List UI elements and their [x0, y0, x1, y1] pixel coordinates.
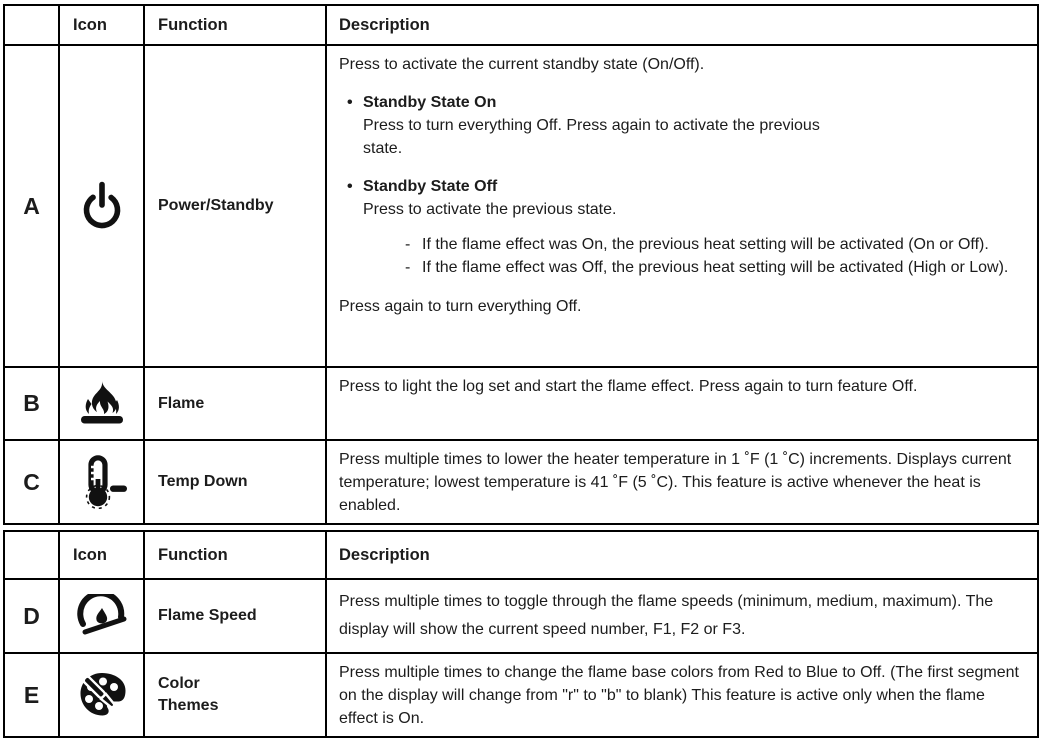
- row-d-letter: D: [3, 578, 60, 654]
- row-d-function: Flame Speed: [143, 578, 327, 654]
- row-a-function: Power/Standby: [143, 44, 327, 368]
- header-letter-cell: [3, 4, 60, 46]
- header-icon: Icon: [58, 4, 145, 46]
- row-c-description: Press multiple times to lower the heater…: [325, 439, 1039, 525]
- dash-marker: -: [405, 259, 411, 276]
- functions-table-top: Icon Function Description A Power/Standb…: [3, 4, 1039, 525]
- table-header-row-2: Icon Function Description: [3, 530, 1039, 580]
- table-row-b: B Flame Press to light the log set and s…: [3, 366, 1039, 441]
- row-a-bullet-standby-on: • Standby State On Press to turn everyth…: [347, 91, 1025, 160]
- row-b-description: Press to light the log set and start the…: [325, 366, 1039, 441]
- row-e-function: Color Themes: [143, 652, 327, 738]
- table-row-e: E Color Themes Press multiple times to c…: [3, 652, 1039, 738]
- row-a-bullet2-title: Standby State Off: [363, 178, 498, 195]
- table-header-row: Icon Function Description: [3, 4, 1039, 46]
- header-letter-cell: [3, 530, 60, 580]
- color-themes-icon: [80, 673, 125, 716]
- header-function: Function: [143, 4, 327, 46]
- row-c-function: Temp Down: [143, 439, 327, 525]
- row-c-letter: C: [3, 439, 60, 525]
- row-b-letter: B: [3, 366, 60, 441]
- row-e-icon-cell: [58, 652, 145, 738]
- table-row-c: C Temp Down Press multiple times to lowe…: [3, 439, 1039, 525]
- row-c-icon-cell: [58, 439, 145, 525]
- row-a-bullet1-title: Standby State On: [363, 94, 497, 111]
- functions-table-bottom: Icon Function Description D Flame Speed …: [3, 530, 1039, 738]
- row-a-bullet-standby-off: • Standby State Off Press to activate th…: [347, 175, 1025, 279]
- bullet-dot: •: [347, 94, 353, 111]
- row-a-sub2-text: If the flame effect was Off, the previou…: [422, 259, 1009, 276]
- table-row-d: D Flame Speed Press multiple times to to…: [3, 578, 1039, 654]
- row-a-subitem-1: - If the flame effect was On, the previo…: [405, 233, 1008, 256]
- power-icon: [83, 181, 120, 229]
- row-a-icon-cell: [58, 44, 145, 368]
- bullet-dot: •: [347, 178, 353, 195]
- row-d-icon-cell: [58, 578, 145, 654]
- header-function: Function: [143, 530, 327, 580]
- row-a-desc-intro: Press to activate the current standby st…: [339, 56, 705, 73]
- row-a-description: Press to activate the current standby st…: [325, 44, 1039, 368]
- row-e-letter: E: [3, 652, 60, 738]
- flame-icon: [80, 380, 123, 423]
- header-icon: Icon: [58, 530, 145, 580]
- table-row-a: A Power/Standby Press to activate the cu…: [3, 44, 1039, 368]
- row-a-letter: A: [3, 44, 60, 368]
- row-a-sublist: - If the flame effect was On, the previo…: [405, 233, 1008, 279]
- row-e-description: Press multiple times to change the flame…: [325, 652, 1039, 738]
- temp-down-icon: [85, 455, 127, 509]
- row-b-function: Flame: [143, 366, 327, 441]
- row-a-desc-outro: Press again to turn everything Off.: [339, 298, 582, 315]
- header-description: Description: [325, 530, 1039, 580]
- row-a-sub1-text: If the flame effect was On, the previous…: [422, 236, 989, 253]
- row-d-description: Press multiple times to toggle through t…: [325, 578, 1039, 654]
- row-a-bullet2-text: Press to activate the previous state.: [363, 201, 617, 218]
- row-a-bullet1-text: Press to turn everything Off. Press agai…: [363, 117, 820, 157]
- header-description: Description: [325, 4, 1039, 46]
- row-e-function-label: Color Themes: [158, 675, 219, 714]
- row-b-icon-cell: [58, 366, 145, 441]
- flame-speed-icon: [76, 594, 126, 635]
- row-a-subitem-2: - If the flame effect was Off, the previ…: [405, 256, 1008, 279]
- dash-marker: -: [405, 236, 411, 253]
